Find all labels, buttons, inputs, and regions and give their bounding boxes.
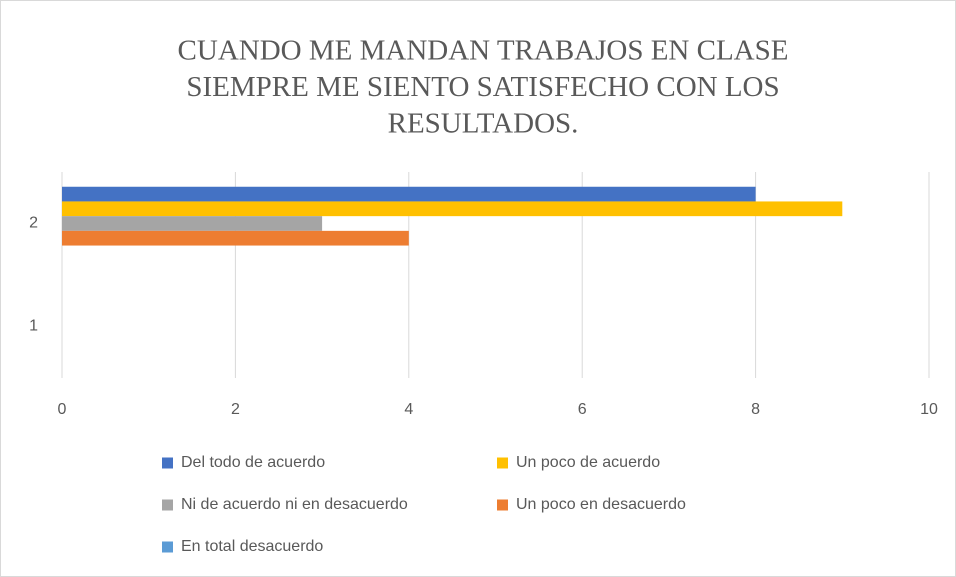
x-tick-label: 6 xyxy=(578,401,587,418)
y-tick-label: 1 xyxy=(29,318,38,335)
legend-swatch xyxy=(497,457,508,469)
legend-swatch xyxy=(497,499,508,511)
x-tick-label: 4 xyxy=(404,401,413,418)
bar xyxy=(62,186,756,202)
legend-label: Ni de acuerdo ni en desacuerdo xyxy=(181,496,408,513)
chart-title: RESULTADOS. xyxy=(388,108,579,140)
x-tick-label: 10 xyxy=(920,401,938,418)
y-tick-label: 2 xyxy=(29,215,38,232)
legend-swatch xyxy=(162,541,173,553)
chart-title: CUANDO ME MANDAN TRABAJOS EN CLASE xyxy=(178,35,789,67)
legend-label: Un poco en desacuerdo xyxy=(516,496,686,513)
legend-label: Del todo de acuerdo xyxy=(181,454,325,471)
x-tick-label: 0 xyxy=(58,401,67,418)
bar xyxy=(62,216,323,231)
legend-swatch xyxy=(162,457,173,469)
legend-label: Un poco de acuerdo xyxy=(516,454,660,471)
bar xyxy=(62,230,409,246)
legend-swatch xyxy=(162,499,173,511)
x-tick-label: 8 xyxy=(751,401,760,418)
x-tick-label: 2 xyxy=(231,401,240,418)
legend-label: En total desacuerdo xyxy=(181,538,323,555)
bar xyxy=(62,201,843,217)
chart-title: SIEMPRE ME SIENTO SATISFECHO CON LOS xyxy=(186,71,779,103)
